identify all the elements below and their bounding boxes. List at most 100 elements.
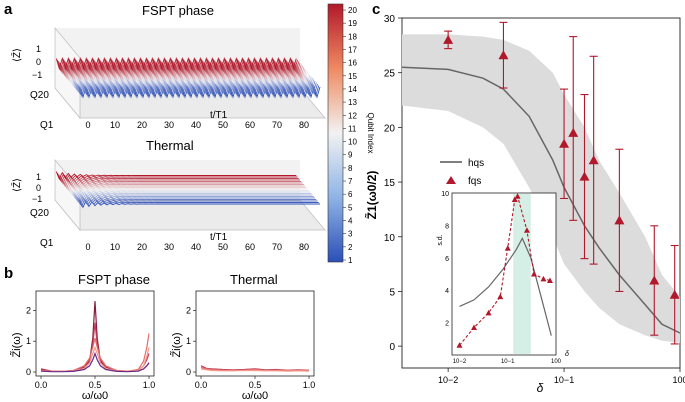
thermal-wave-qubit-5 <box>74 193 315 203</box>
inset-point <box>456 342 463 348</box>
fqs-point <box>669 289 680 299</box>
a-top-t-tick-40: 40 <box>191 120 201 130</box>
inset-point <box>530 271 537 277</box>
panel-a-bottom-ztick-m1: −1 <box>32 194 42 204</box>
b-left-series-1 <box>40 301 150 373</box>
inset-xlabel: δ <box>565 351 569 358</box>
inset-ytick-4: 4 <box>445 288 449 295</box>
colorbar-tick-19: 19 <box>348 19 357 28</box>
thermal-wave-qubit-3 <box>77 196 318 206</box>
colorbar-ticks: 20 19 18 17 16 15 14 13 12 11 10 9 8 7 6 5 4 3 2 1 <box>343 6 357 265</box>
panel-b-left-ylabel: Z̃i(ω) <box>10 332 23 357</box>
c-ytick-20: 20 <box>384 123 396 134</box>
fqs-point <box>559 138 570 148</box>
panel-b-ticks: 0.0 0.5 1.0 0 1 2 0.0 0.5 1.0 0 1 2 <box>26 305 315 390</box>
legend-marker-label: fqs <box>468 176 481 187</box>
inset-ytick-8: 8 <box>445 223 449 230</box>
fqs-point <box>649 275 660 285</box>
b-left-series-5 <box>40 351 150 373</box>
panel-b-right-xlabel: ω/ω0 <box>242 390 268 402</box>
panel-a-bottom-title: Thermal <box>146 138 194 153</box>
panel-c-axes <box>401 17 681 369</box>
a-bot-t-tick-0: 0 <box>85 242 90 252</box>
b-left-series-4 <box>40 345 150 373</box>
fqs-point <box>443 34 454 44</box>
c-ytick-10: 10 <box>384 233 396 244</box>
fspt-wave-qubit-20 <box>55 56 297 71</box>
panel-c-fqs-points <box>443 21 680 345</box>
inset-xtick-1: 10−1 <box>501 359 515 365</box>
colorbar-tick-3: 3 <box>348 230 353 239</box>
inset-ytick-2: 2 <box>445 321 449 328</box>
legend-line-label: hqs <box>468 158 484 169</box>
panel-b-left-lines <box>40 301 150 373</box>
panel-a-top-t-label: t/T1 <box>210 110 228 121</box>
inset-xtick-2: 100 <box>551 359 562 365</box>
panel-a-bottom-ztick-1: 1 <box>36 172 41 182</box>
thermal-wave-qubit-7 <box>72 190 313 200</box>
thermal-wave-qubit-13 <box>64 181 305 191</box>
a-bot-t-tick-40: 40 <box>191 242 201 252</box>
panel-c-xlabel: δ <box>537 381 544 395</box>
colorbar-tick-11: 11 <box>348 124 357 133</box>
panel-a-top-waves <box>55 56 321 99</box>
a-bot-t-tick-80: 80 <box>299 242 309 252</box>
a-top-t-tick-80: 80 <box>299 120 309 130</box>
panel-b-right-ylabel: Z̃i(ω) <box>170 332 183 357</box>
panel-a-top-ztick-1: 1 <box>36 44 41 54</box>
panel-a-top-ztick-0: 0 <box>36 57 41 67</box>
thermal-wave-qubit-6 <box>73 192 314 202</box>
inset-point <box>546 277 553 283</box>
colorbar-tick-6: 6 <box>348 190 353 199</box>
panel-a-top-q20: Q20 <box>30 90 49 101</box>
fqs-point <box>579 171 590 181</box>
inset-plot: 2 4 6 8 10 10−2 10−1 100 <box>441 191 561 365</box>
b-ytick-0-2: 2 <box>26 305 31 315</box>
b-ytick-1-2: 2 <box>186 305 191 315</box>
panel-a-top-title: FSPT phase <box>142 3 214 18</box>
a-bot-t-tick-50: 50 <box>218 242 228 252</box>
colorbar <box>327 3 344 263</box>
thermal-wave-qubit-9 <box>69 187 310 197</box>
inset-point <box>485 309 492 316</box>
a-top-t-tick-10: 10 <box>110 120 120 130</box>
colorbar-tick-18: 18 <box>348 32 357 41</box>
panel-b-right-title: Thermal <box>230 272 278 287</box>
panel-a-bottom-q20: Q20 <box>30 208 49 219</box>
fqs-point <box>498 50 509 60</box>
panel-a-top-t-ticks: 0 10 20 30 40 50 60 70 80 <box>85 120 309 130</box>
c-xtick-0: 10−2 <box>438 375 458 385</box>
b-right-series-3 <box>200 368 310 372</box>
b-ytick-1-0: 0 <box>186 367 191 377</box>
fqs-point <box>588 155 599 165</box>
thermal-wave-qubit-17 <box>59 175 300 185</box>
colorbar-tick-14: 14 <box>348 85 357 94</box>
panel-b-letter: b <box>4 265 13 282</box>
panel-a-bottom-t-ticks: 0 10 20 30 40 50 60 70 80 <box>85 242 309 252</box>
c-ytick-30: 30 <box>384 14 396 25</box>
thermal-wave-qubit-11 <box>67 184 308 194</box>
colorbar-tick-17: 17 <box>348 45 357 54</box>
thermal-wave-qubit-10 <box>68 186 309 196</box>
b-xtick-1-0.5: 0.5 <box>249 380 262 390</box>
c-xtick-2: 100 <box>672 375 685 385</box>
a-bot-t-tick-10: 10 <box>110 242 120 252</box>
thermal-wave-qubit-18 <box>58 174 299 184</box>
panel-c-letter: c <box>372 1 380 18</box>
a-top-t-tick-0: 0 <box>85 120 90 130</box>
panel-b-left-title: FSPT phase <box>78 272 150 287</box>
a-top-t-tick-30: 30 <box>164 120 174 130</box>
panel-b-left-xlabel: ω/ω0 <box>82 390 108 402</box>
thermal-wave-qubit-8 <box>70 189 312 199</box>
b-xtick-1-0.0: 0.0 <box>195 380 208 390</box>
inset-ytick-10: 10 <box>441 191 449 198</box>
thermal-wave-qubit-4 <box>75 195 317 205</box>
c-ytick-15: 15 <box>384 178 396 189</box>
b-ytick-0-0: 0 <box>26 367 31 377</box>
panel-a-top-ztick-m1: −1 <box>32 70 42 80</box>
colorbar-tick-10: 10 <box>348 138 357 147</box>
panel-c-band <box>402 34 680 343</box>
colorbar-tick-1: 1 <box>348 256 353 265</box>
thermal-wave-qubit-15 <box>62 178 303 188</box>
